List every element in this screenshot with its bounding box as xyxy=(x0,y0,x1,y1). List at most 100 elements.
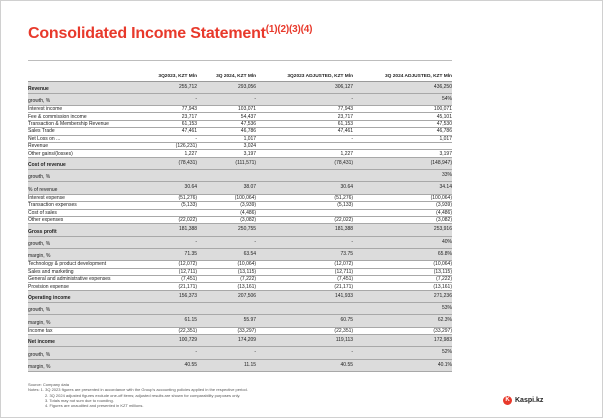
row-label: Net Loss on ... xyxy=(28,135,140,144)
cell-value: 61,153 xyxy=(256,120,354,129)
cell-value: 40% xyxy=(353,236,452,249)
cell-value: - xyxy=(140,236,198,249)
row-label: Income tax xyxy=(28,327,140,336)
cell-value: (7,451) xyxy=(140,275,198,284)
cell-value: 11.15 xyxy=(197,359,257,372)
column-header xyxy=(28,73,140,82)
table-row: Interest expense (51,276) (100,064) (51,276… xyxy=(28,194,452,203)
cell-value: (33,297) xyxy=(353,327,452,336)
cell-value: (148,947) xyxy=(353,157,452,171)
cell-value: 40.55 xyxy=(256,359,354,372)
cell-value: 1,017 xyxy=(353,135,452,144)
cell-value: 47,461 xyxy=(256,127,354,136)
cell-value: 172,983 xyxy=(353,334,452,348)
table-row: Provision expense (21,171) (13,161) (21,171… xyxy=(28,282,452,291)
cell-value: (12,711) xyxy=(140,268,198,276)
title-divider xyxy=(28,60,452,61)
cell-value: - xyxy=(197,93,257,107)
cell-value: (13,161) xyxy=(353,282,452,291)
cell-value: 1,017 xyxy=(197,135,257,144)
cell-value: - xyxy=(256,135,354,144)
row-label: Interest income xyxy=(28,105,140,114)
table-row: Technology & product development (12,072)… xyxy=(28,260,452,269)
table-row: Operating income 156,373 207,506 141,933 271… xyxy=(28,290,452,304)
cell-value: 62.3% xyxy=(353,314,452,328)
cell-value: (12,711) xyxy=(256,268,354,276)
column-header: 3Q 2024 ADJUSTED, KZT Mln xyxy=(353,73,452,82)
cell-value: 181,388 xyxy=(140,223,198,237)
table-row: growth, % - - -52% xyxy=(28,346,452,360)
cell-value: 255,712 xyxy=(140,81,198,94)
cell-value: 47,536 xyxy=(197,120,257,129)
cell-value: (100,064) xyxy=(197,194,257,203)
cell-value: (3,082) xyxy=(197,216,257,225)
cell-value xyxy=(353,142,452,151)
cell-value: 156,373 xyxy=(140,290,198,304)
cell-value: 45,101 xyxy=(353,112,452,121)
table-row: General and administrative expenses (7,45… xyxy=(28,275,452,284)
row-label: Provision expense xyxy=(28,282,140,291)
cell-value: (21,171) xyxy=(256,282,354,291)
table-header-row: 3Q2023, KZT Mln 3Q 2024, KZT Mln 3Q2023 … xyxy=(28,73,452,82)
row-label: growth, % xyxy=(28,302,140,316)
title-footnote-refs: (1)(2)(3)(4) xyxy=(265,24,313,35)
cell-value: 61,153 xyxy=(140,120,198,129)
cell-value: 54% xyxy=(353,93,452,107)
cell-value: 38.07 xyxy=(197,181,257,195)
source-note: Source: Company data xyxy=(28,382,69,387)
table-row: Transaction & Membership Revenue 61,153 47… xyxy=(28,120,452,129)
table-row: Other expenses (22,022) (3,082) (22,022) (3,… xyxy=(28,216,452,225)
row-label: Revenue xyxy=(28,81,140,94)
column-header: 3Q2023 ADJUSTED, KZT Mln xyxy=(256,73,354,82)
cell-value: 103,071 xyxy=(197,105,257,114)
logo-text: Kaspi.kz xyxy=(515,397,544,404)
cell-value xyxy=(197,302,257,316)
cell-value: - xyxy=(140,346,198,360)
table-row: growth, % - - -40% xyxy=(28,236,452,249)
cell-value: - xyxy=(197,346,257,360)
cell-value: (78,431) xyxy=(256,157,354,171)
cell-value: 54,437 xyxy=(197,112,257,121)
row-label: Technology & product development xyxy=(28,260,140,269)
cell-value: 23,717 xyxy=(256,112,354,121)
cell-value: 77,943 xyxy=(256,105,354,114)
row-label: Sales and marketing xyxy=(28,268,140,276)
cell-value: - xyxy=(140,135,198,144)
footnote: 2. 3Q 2024 adjusted figures exclude one-… xyxy=(45,392,241,398)
cell-value xyxy=(256,169,354,183)
cell-value: 34.14 xyxy=(353,181,452,195)
table-row: Income tax (22,351) (33,297) (22,351) (33,29… xyxy=(28,327,452,336)
row-label: Other gains/(losses) xyxy=(28,149,140,158)
table-row: Transaction expenses (5,133) (3,939) (5,133… xyxy=(28,201,452,210)
row-label: growth, % xyxy=(28,93,140,107)
row-label: % of revenue xyxy=(28,181,140,195)
cell-value xyxy=(197,169,257,183)
cell-value: 3,024 xyxy=(197,142,257,151)
cell-value: 77,943 xyxy=(140,105,198,114)
row-label: Net income xyxy=(28,334,140,348)
row-label: Gross profit xyxy=(28,223,140,237)
cell-value: 40.1% xyxy=(353,359,452,372)
footnote: Notes: 1. 3Q 2023 figures are presented … xyxy=(28,387,248,393)
table-row: Gross profit 181,388 250,755 181,388 253,916 xyxy=(28,223,452,237)
table-row: Revenue 255,712 293,056 306,127 436,250 xyxy=(28,81,452,94)
cell-value xyxy=(140,169,198,183)
row-label: Sales Trade xyxy=(28,127,140,136)
row-label: Cost of sales xyxy=(28,209,140,217)
cell-value: 3,197 xyxy=(197,149,257,158)
table-row: Other gains/(losses) 1,227 3,197 1,227 3,197 xyxy=(28,149,452,158)
footnote: 4. Figures are unaudited and presented i… xyxy=(45,403,144,409)
row-label: margin, % xyxy=(28,314,140,328)
cell-value: 63.54 xyxy=(197,248,257,262)
footnote: 3. Totals may not sum due to rounding. xyxy=(45,397,114,403)
row-label: growth, % xyxy=(28,169,140,183)
row-label: Fee & commission income xyxy=(28,112,140,121)
table-row: Cost of sales (4,486) (4,486) xyxy=(28,209,452,217)
cell-value: 23,717 xyxy=(140,112,198,121)
cell-value: (10,064) xyxy=(197,260,257,269)
cell-value: (10,064) xyxy=(353,260,452,269)
cell-value: (12,072) xyxy=(140,260,198,269)
cell-value: (111,571) xyxy=(197,157,257,171)
cell-value: (126,231) xyxy=(140,142,198,151)
cell-value xyxy=(140,302,198,316)
